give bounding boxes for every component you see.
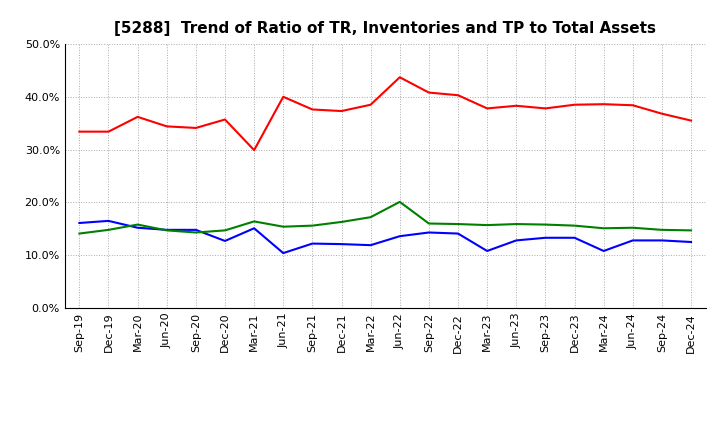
Trade Payables: [599, 226, 608, 231]
Trade Payables: [657, 227, 666, 232]
Inventories: [629, 238, 637, 243]
Inventories: [163, 227, 171, 232]
Trade Receivables: [308, 107, 317, 112]
Trade Payables: [366, 215, 375, 220]
Trade Payables: [483, 223, 492, 228]
Trade Payables: [425, 221, 433, 226]
Trade Payables: [75, 231, 84, 236]
Trade Receivables: [629, 103, 637, 108]
Trade Receivables: [163, 124, 171, 129]
Trade Payables: [133, 222, 142, 227]
Trade Payables: [163, 228, 171, 233]
Trade Receivables: [192, 125, 200, 131]
Inventories: [366, 242, 375, 248]
Title: [5288]  Trend of Ratio of TR, Inventories and TP to Total Assets: [5288] Trend of Ratio of TR, Inventories…: [114, 21, 656, 36]
Inventories: [395, 234, 404, 239]
Trade Receivables: [454, 92, 462, 98]
Inventories: [541, 235, 550, 240]
Trade Payables: [629, 225, 637, 231]
Trade Receivables: [541, 106, 550, 111]
Inventories: [657, 238, 666, 243]
Inventories: [454, 231, 462, 236]
Trade Receivables: [425, 90, 433, 95]
Line: Inventories: Inventories: [79, 221, 691, 253]
Inventories: [220, 238, 229, 244]
Line: Trade Payables: Trade Payables: [79, 202, 691, 234]
Trade Payables: [192, 230, 200, 235]
Inventories: [250, 226, 258, 231]
Inventories: [512, 238, 521, 243]
Trade Receivables: [104, 129, 113, 134]
Trade Payables: [250, 219, 258, 224]
Trade Receivables: [220, 117, 229, 122]
Inventories: [687, 239, 696, 245]
Inventories: [104, 218, 113, 224]
Trade Payables: [308, 223, 317, 228]
Inventories: [483, 248, 492, 253]
Trade Payables: [541, 222, 550, 227]
Trade Receivables: [657, 111, 666, 116]
Trade Payables: [220, 228, 229, 233]
Line: Trade Receivables: Trade Receivables: [79, 77, 691, 150]
Trade Receivables: [599, 102, 608, 107]
Inventories: [570, 235, 579, 240]
Trade Receivables: [483, 106, 492, 111]
Trade Payables: [512, 221, 521, 227]
Trade Payables: [279, 224, 287, 229]
Trade Payables: [395, 199, 404, 205]
Trade Receivables: [687, 118, 696, 123]
Inventories: [279, 250, 287, 256]
Trade Receivables: [366, 102, 375, 107]
Trade Receivables: [250, 147, 258, 153]
Inventories: [308, 241, 317, 246]
Trade Payables: [570, 223, 579, 228]
Inventories: [192, 227, 200, 232]
Inventories: [75, 220, 84, 226]
Trade Receivables: [75, 129, 84, 134]
Trade Payables: [337, 219, 346, 224]
Trade Receivables: [133, 114, 142, 120]
Inventories: [599, 248, 608, 253]
Trade Receivables: [279, 94, 287, 99]
Inventories: [425, 230, 433, 235]
Inventories: [337, 242, 346, 247]
Trade Receivables: [570, 102, 579, 107]
Trade Payables: [687, 228, 696, 233]
Trade Payables: [104, 227, 113, 232]
Trade Payables: [454, 221, 462, 227]
Trade Receivables: [395, 75, 404, 80]
Inventories: [133, 225, 142, 231]
Trade Receivables: [512, 103, 521, 108]
Trade Receivables: [337, 108, 346, 114]
